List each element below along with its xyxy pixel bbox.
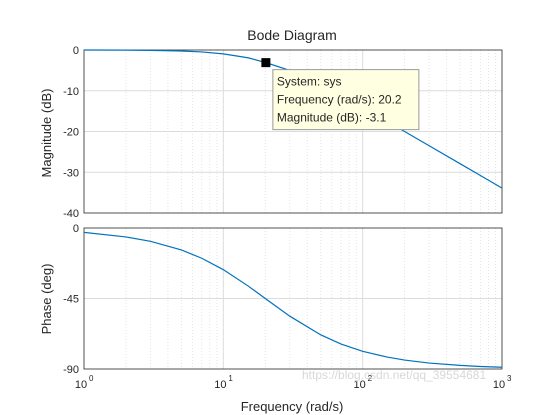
x-tick-base: 10 bbox=[354, 379, 366, 391]
datatip-line: System: sys bbox=[277, 75, 342, 89]
x-tick-exponent: 3 bbox=[507, 374, 512, 383]
x-tick-base: 10 bbox=[75, 379, 87, 391]
x-tick-label: 102 bbox=[354, 374, 373, 391]
watermark: https://blog.csdn.net/qq_39554681 bbox=[302, 368, 486, 382]
x-axis-label: Frequency (rad/s) bbox=[241, 399, 344, 414]
x-tick-exponent: 0 bbox=[89, 374, 94, 383]
magnitude-y-tick-label: -40 bbox=[63, 208, 79, 220]
magnitude-y-tick-label: -30 bbox=[63, 167, 79, 179]
phase-series-line bbox=[83, 231, 503, 368]
datatip-line: Frequency (rad/s): 20.2 bbox=[277, 93, 402, 107]
magnitude-axes-box bbox=[83, 49, 503, 214]
magnitude-y-tick-label: -10 bbox=[63, 86, 79, 98]
x-tick-label: 101 bbox=[214, 374, 233, 391]
phase-axis-label: Phase (deg) bbox=[39, 264, 54, 335]
x-tick-label: 103 bbox=[493, 374, 512, 391]
phase-axes-box bbox=[83, 227, 503, 370]
magnitude-y-tick-label: -20 bbox=[63, 127, 79, 139]
phase-y-tick-label: -45 bbox=[63, 294, 79, 306]
datatip-marker bbox=[261, 58, 271, 68]
datatip-line: Magnitude (dB): -3.1 bbox=[277, 111, 387, 125]
x-tick-exponent: 2 bbox=[368, 374, 373, 383]
chart-title: Bode Diagram bbox=[247, 27, 337, 43]
x-tick-exponent: 1 bbox=[228, 374, 233, 383]
x-tick-label: 100 bbox=[75, 374, 94, 391]
magnitude-y-tick-label: 0 bbox=[73, 45, 79, 57]
phase-y-tick-label: -90 bbox=[63, 364, 79, 376]
magnitude-axis-label: Magnitude (dB) bbox=[39, 89, 54, 178]
phase-y-tick-label: 0 bbox=[73, 223, 79, 235]
x-tick-base: 10 bbox=[493, 379, 505, 391]
x-tick-base: 10 bbox=[214, 379, 226, 391]
datatip-box bbox=[272, 69, 420, 131]
